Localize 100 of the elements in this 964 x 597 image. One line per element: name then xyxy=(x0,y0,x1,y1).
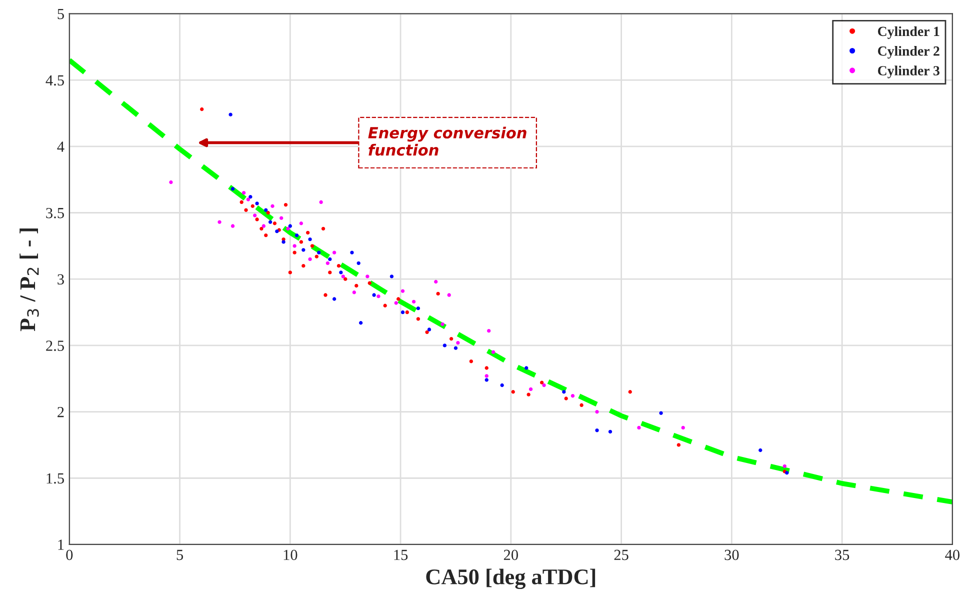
point xyxy=(425,330,429,334)
point xyxy=(326,261,330,266)
point xyxy=(358,321,363,325)
point xyxy=(436,292,440,296)
point xyxy=(255,218,259,222)
point xyxy=(484,366,488,370)
point xyxy=(570,394,575,398)
point xyxy=(244,208,248,212)
point xyxy=(376,294,380,298)
point xyxy=(442,344,447,348)
point xyxy=(242,191,246,195)
point xyxy=(169,180,173,184)
point xyxy=(416,317,420,321)
y-tick-label: 1 xyxy=(58,540,64,550)
point xyxy=(396,297,400,301)
point xyxy=(314,254,318,258)
point xyxy=(785,470,789,475)
point xyxy=(332,250,336,254)
annotation: Energy conversion function xyxy=(368,126,526,156)
point xyxy=(511,390,515,394)
point xyxy=(372,293,376,297)
point xyxy=(308,257,312,262)
x-tick-label: 40 xyxy=(945,550,960,560)
point xyxy=(782,464,786,468)
point xyxy=(440,322,444,326)
point xyxy=(400,289,405,293)
point xyxy=(447,293,451,297)
point xyxy=(272,222,277,226)
point xyxy=(524,366,528,370)
point xyxy=(230,224,235,228)
point xyxy=(270,204,274,208)
point xyxy=(562,390,566,394)
point xyxy=(350,250,354,254)
point xyxy=(299,222,304,226)
point xyxy=(352,290,356,294)
point xyxy=(292,250,296,254)
y-tick-label: 4 xyxy=(57,142,64,152)
legend-label: Cylinder 1 xyxy=(878,26,940,39)
point xyxy=(264,233,268,238)
point xyxy=(317,250,321,254)
point xyxy=(595,410,599,414)
point xyxy=(528,387,533,392)
point xyxy=(354,284,358,288)
y-tick-label: 2 xyxy=(58,406,64,418)
y-tick-label: 3 xyxy=(58,274,64,285)
point xyxy=(218,220,222,224)
point xyxy=(299,240,304,244)
point xyxy=(416,306,420,310)
point xyxy=(449,336,454,341)
point xyxy=(328,257,332,262)
point xyxy=(250,204,254,208)
point xyxy=(637,426,641,430)
x-tick-label: 20 xyxy=(504,550,518,560)
x-tick-label: 0 xyxy=(66,550,73,560)
point xyxy=(240,200,244,204)
point xyxy=(491,350,496,354)
point xyxy=(540,380,544,384)
point xyxy=(484,374,488,378)
point xyxy=(405,310,410,314)
point xyxy=(253,214,257,218)
point xyxy=(284,202,288,207)
point xyxy=(336,264,341,268)
legend-label: Cylinder 2 xyxy=(878,46,940,59)
x-tick-label: 5 xyxy=(176,550,184,560)
point xyxy=(279,216,284,220)
point xyxy=(260,226,264,231)
point xyxy=(681,426,685,430)
point xyxy=(268,220,272,224)
point xyxy=(456,340,460,345)
point xyxy=(366,274,370,278)
point xyxy=(228,112,232,116)
y-tick-label: 1.5 xyxy=(46,473,64,484)
point xyxy=(282,240,286,244)
point xyxy=(321,226,326,231)
point xyxy=(580,403,584,407)
point xyxy=(394,301,398,305)
point xyxy=(302,248,306,252)
point xyxy=(500,383,504,388)
point xyxy=(484,378,488,382)
point xyxy=(758,448,762,452)
point xyxy=(390,274,394,278)
point xyxy=(676,443,681,447)
y-tick-label: 3.5 xyxy=(46,208,64,218)
point xyxy=(659,411,663,415)
point xyxy=(608,430,612,434)
point xyxy=(564,396,568,400)
y-axis-title: P$_{3}$ / P$_{2}$ [ - ] xyxy=(20,228,39,332)
x-tick-label: 25 xyxy=(614,550,628,560)
point xyxy=(266,210,270,215)
x-tick-label: 30 xyxy=(724,550,739,560)
point xyxy=(595,428,599,432)
x-tick-label: 10 xyxy=(284,550,298,560)
y-tick-label: 4.5 xyxy=(46,75,64,86)
point xyxy=(328,270,332,274)
point xyxy=(286,226,290,231)
point xyxy=(262,224,266,228)
point xyxy=(310,244,314,248)
point xyxy=(341,274,345,278)
y-tick-label: 2.5 xyxy=(46,340,64,351)
point xyxy=(487,329,491,333)
